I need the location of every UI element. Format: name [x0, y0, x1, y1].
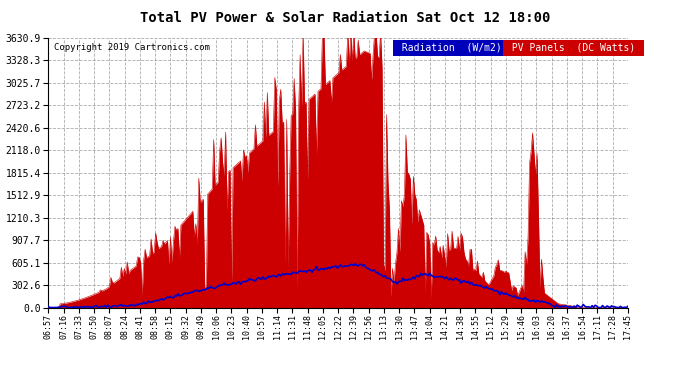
Text: Radiation  (W/m2): Radiation (W/m2) [396, 43, 508, 53]
Text: Copyright 2019 Cartronics.com: Copyright 2019 Cartronics.com [54, 43, 210, 52]
Text: PV Panels  (DC Watts): PV Panels (DC Watts) [506, 43, 641, 53]
Text: Total PV Power & Solar Radiation Sat Oct 12 18:00: Total PV Power & Solar Radiation Sat Oct… [140, 11, 550, 25]
